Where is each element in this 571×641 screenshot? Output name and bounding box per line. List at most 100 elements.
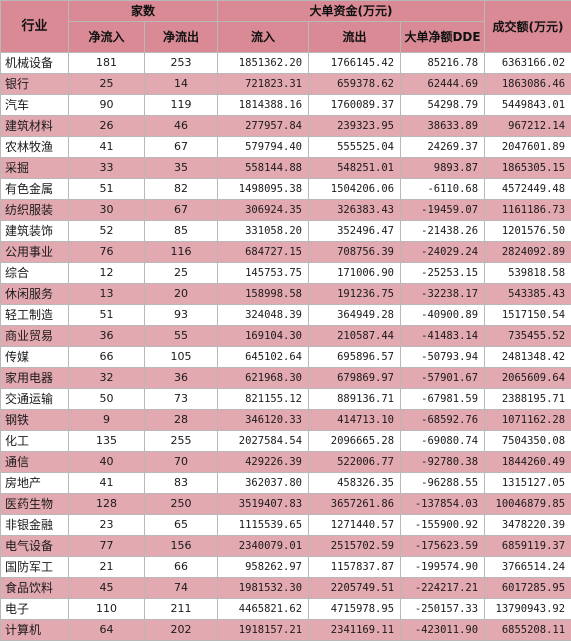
net-inflow-count-cell: 135 [69,431,145,452]
inflow-cell: 2027584.54 [218,431,309,452]
turnover-cell: 2065609.64 [485,368,571,389]
net-outflow-count-cell: 25 [145,263,218,284]
turnover-cell: 1315127.05 [485,473,571,494]
net-outflow-count-cell: 66 [145,557,218,578]
turnover-cell: 6859119.37 [485,536,571,557]
net-inflow-count-cell: 13 [69,284,145,305]
turnover-cell: 1844260.49 [485,452,571,473]
net-outflow-count-cell: 67 [145,137,218,158]
turnover-cell: 4572449.48 [485,179,571,200]
net-inflow-count-cell: 45 [69,578,145,599]
net-inflow-count-cell: 66 [69,347,145,368]
industry-name-cell: 家用电器 [1,368,69,389]
inflow-cell: 1115539.65 [218,515,309,536]
big-net-dde-cell: -67981.59 [401,389,485,410]
inflow-cell: 579794.40 [218,137,309,158]
header-big-net-dde: 大单净额DDE [401,22,485,53]
net-outflow-count-cell: 156 [145,536,218,557]
inflow-cell: 3519407.83 [218,494,309,515]
big-net-dde-cell: -25253.15 [401,263,485,284]
net-outflow-count-cell: 119 [145,95,218,116]
inflow-cell: 1498095.38 [218,179,309,200]
header-net-inflow-count: 净流入 [69,22,145,53]
industry-name-cell: 房地产 [1,473,69,494]
big-net-dde-cell: -423011.90 [401,620,485,641]
outflow-cell: 548251.01 [309,158,401,179]
net-inflow-count-cell: 51 [69,305,145,326]
industry-name-cell: 医药生物 [1,494,69,515]
net-inflow-count-cell: 32 [69,368,145,389]
big-net-dde-cell: 54298.79 [401,95,485,116]
big-net-dde-cell: -224217.21 [401,578,485,599]
inflow-cell: 429226.39 [218,452,309,473]
inflow-cell: 821155.12 [218,389,309,410]
net-inflow-count-cell: 26 [69,116,145,137]
industry-name-cell: 交通运输 [1,389,69,410]
net-outflow-count-cell: 14 [145,74,218,95]
inflow-cell: 145753.75 [218,263,309,284]
industry-name-cell: 采掘 [1,158,69,179]
net-inflow-count-cell: 181 [69,53,145,74]
big-net-dde-cell: -50793.94 [401,347,485,368]
net-outflow-count-cell: 20 [145,284,218,305]
turnover-cell: 5449843.01 [485,95,571,116]
net-outflow-count-cell: 55 [145,326,218,347]
outflow-cell: 3657261.86 [309,494,401,515]
big-net-dde-cell: -250157.33 [401,599,485,620]
net-outflow-count-cell: 83 [145,473,218,494]
big-net-dde-cell: -175623.59 [401,536,485,557]
turnover-cell: 13790943.92 [485,599,571,620]
net-outflow-count-cell: 255 [145,431,218,452]
industry-name-cell: 国防军工 [1,557,69,578]
industry-name-cell: 非银金融 [1,515,69,536]
industry-name-cell: 食品饮料 [1,578,69,599]
industry-name-cell: 银行 [1,74,69,95]
inflow-cell: 4465821.62 [218,599,309,620]
outflow-cell: 1766145.42 [309,53,401,74]
net-inflow-count-cell: 50 [69,389,145,410]
industry-name-cell: 电子 [1,599,69,620]
inflow-cell: 324048.39 [218,305,309,326]
inflow-cell: 158998.58 [218,284,309,305]
industry-name-cell: 化工 [1,431,69,452]
turnover-cell: 7504350.08 [485,431,571,452]
outflow-cell: 352496.47 [309,221,401,242]
industry-name-cell: 通信 [1,452,69,473]
inflow-cell: 277957.84 [218,116,309,137]
net-outflow-count-cell: 46 [145,116,218,137]
turnover-cell: 6855208.11 [485,620,571,641]
net-inflow-count-cell: 110 [69,599,145,620]
turnover-cell: 10046879.85 [485,494,571,515]
header-big-order-group: 大单资金(万元) [218,1,485,22]
net-outflow-count-cell: 211 [145,599,218,620]
big-net-dde-cell: 62444.69 [401,74,485,95]
outflow-cell: 414713.10 [309,410,401,431]
outflow-cell: 1157837.87 [309,557,401,578]
inflow-cell: 2340079.01 [218,536,309,557]
net-outflow-count-cell: 36 [145,368,218,389]
turnover-cell: 3478220.39 [485,515,571,536]
industry-name-cell: 综合 [1,263,69,284]
net-outflow-count-cell: 93 [145,305,218,326]
net-outflow-count-cell: 65 [145,515,218,536]
outflow-cell: 659378.62 [309,74,401,95]
big-net-dde-cell: -24029.24 [401,242,485,263]
outflow-cell: 326383.43 [309,200,401,221]
outflow-cell: 364949.28 [309,305,401,326]
turnover-cell: 6363166.02 [485,53,571,74]
net-inflow-count-cell: 76 [69,242,145,263]
big-net-dde-cell: 9893.87 [401,158,485,179]
outflow-cell: 522006.77 [309,452,401,473]
